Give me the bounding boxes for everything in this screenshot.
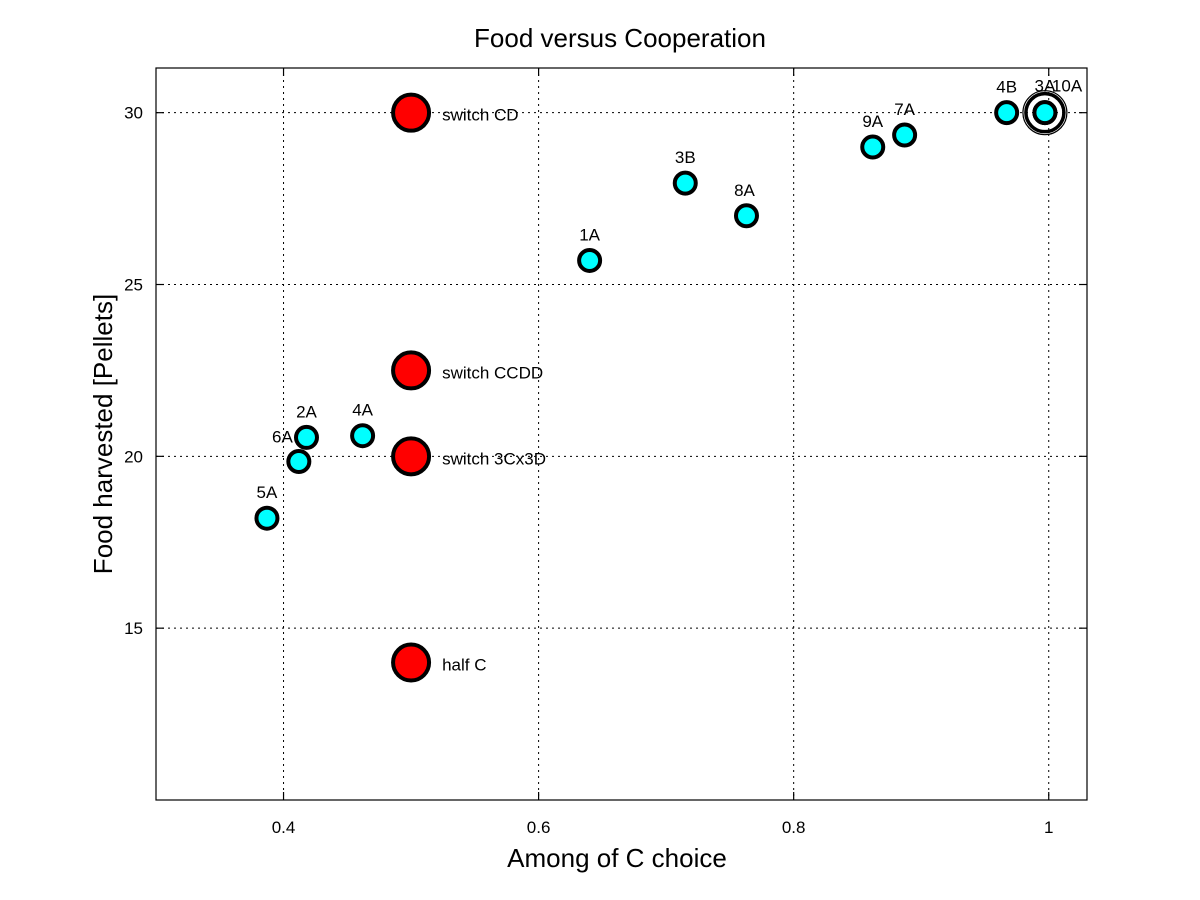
point-10a-outer-ring: [1022, 90, 1068, 136]
point-switch-3cx3d: [391, 436, 432, 477]
point-label-8a: 8A: [734, 181, 755, 200]
point-label-9a: 9A: [862, 112, 883, 131]
point-label-half-c: half C: [442, 656, 486, 675]
x-axis-label: Among of C choice: [507, 843, 727, 873]
point-label-4a: 4A: [352, 401, 373, 420]
point-label-7a: 7A: [894, 100, 915, 119]
point-7a: [892, 122, 918, 148]
x-tick-label: 1: [1044, 818, 1053, 837]
point-10a-ring: [1024, 91, 1066, 134]
chart-title: Food versus Cooperation: [474, 23, 766, 53]
point-label-3b: 3B: [675, 148, 696, 167]
point-10a: [1032, 100, 1058, 126]
point-label-switch-ccdd: switch CCDD: [442, 363, 543, 382]
point-1a: [577, 247, 603, 273]
y-tick-label: 15: [124, 619, 143, 638]
axis-ticks: 0.4 0.6 0.8 1 15 20 25 30: [124, 68, 1087, 837]
point-9a: [860, 134, 886, 160]
y-tick-label: 20: [124, 447, 143, 466]
y-tick-label: 25: [124, 276, 143, 295]
point-label-1a: 1A: [579, 225, 600, 244]
point-switch-ccdd: [391, 350, 432, 391]
point-6a: [286, 448, 312, 474]
point-label-6a: 6A: [272, 427, 293, 446]
point-label-switch-3cx3d: switch 3Cx3D: [442, 449, 546, 468]
x-tick-label: 0.6: [527, 818, 551, 837]
point-label-5a: 5A: [257, 483, 278, 502]
y-tick-label: 30: [124, 104, 143, 123]
point-half-c: [391, 642, 432, 683]
point-label-10a: 10A: [1052, 77, 1083, 96]
x-tick-label: 0.8: [782, 818, 806, 837]
point-4a: [350, 423, 376, 449]
point-label-2a: 2A: [296, 402, 317, 421]
point-8a: [733, 203, 759, 229]
data-points: [254, 90, 1068, 683]
x-tick-label: 0.4: [272, 818, 296, 837]
point-4b: [994, 100, 1020, 126]
point-5a: [254, 505, 280, 531]
grid-lines: [156, 68, 1087, 800]
point-switch-cd: [391, 92, 432, 133]
point-3b: [672, 170, 698, 196]
point-2a: [293, 424, 319, 450]
point-label-3a: 3A: [1035, 77, 1056, 96]
point-label-switch-cd: switch CD: [442, 106, 519, 125]
point-label-4b: 4B: [996, 78, 1017, 97]
y-axis-label: Food harvested [Pellets]: [88, 294, 118, 574]
plot-frame: [155, 67, 1088, 801]
